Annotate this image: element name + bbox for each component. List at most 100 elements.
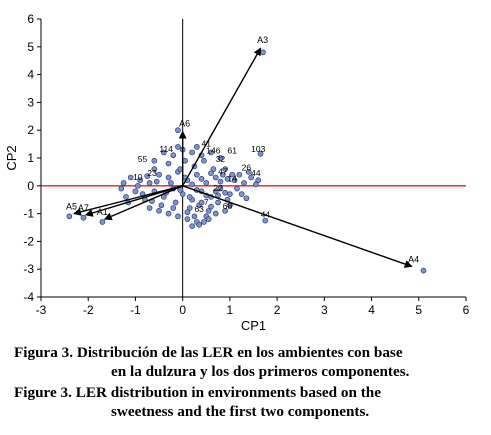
y-tick-label: 4 <box>27 68 34 82</box>
data-point <box>158 202 165 209</box>
data-point <box>243 195 250 202</box>
x-tick-label: 0 <box>179 303 186 317</box>
point-label: 41 <box>202 139 212 149</box>
data-point <box>153 178 160 185</box>
x-tick-label: 5 <box>415 303 422 317</box>
data-point <box>420 267 427 274</box>
y-tick-label: -3 <box>23 262 34 276</box>
data-point <box>215 199 221 206</box>
data-point <box>229 171 236 178</box>
vector-arrow-a7 <box>84 185 183 217</box>
vector-arrow-a3 <box>182 47 262 187</box>
data-point <box>198 199 205 206</box>
y-tick-label: 2 <box>27 123 34 137</box>
x-tick-label: 4 <box>368 303 375 317</box>
x-tick-label: 2 <box>274 303 281 317</box>
point-label: 44 <box>251 168 261 178</box>
data-point <box>196 221 203 228</box>
point-label: 22 <box>213 183 223 193</box>
y-tick-label: 1 <box>27 151 34 165</box>
vector-label-a4: A4 <box>408 254 419 264</box>
data-point <box>208 170 214 177</box>
point-label: 26 <box>242 162 252 172</box>
data-point <box>234 185 240 192</box>
data-point <box>231 177 238 184</box>
point-label: 47 <box>218 166 228 176</box>
x-tick-label: -3 <box>36 303 47 317</box>
point-label: 7 <box>204 197 209 207</box>
data-point <box>248 174 254 181</box>
data-point <box>219 171 226 178</box>
data-point <box>123 194 129 200</box>
data-point <box>184 209 191 216</box>
data-point <box>80 214 87 221</box>
caption-english-lead: Figure 3. <box>14 384 72 401</box>
caption-spanish-line2: en la dulzura y los dos primeros compone… <box>111 363 410 380</box>
data-point <box>253 181 259 188</box>
data-point <box>236 171 243 178</box>
point-label: 146 <box>206 146 220 156</box>
data-point <box>260 49 266 56</box>
data-point <box>99 219 106 225</box>
data-point <box>175 144 181 150</box>
data-point <box>160 149 167 156</box>
data-point <box>170 152 177 159</box>
data-point <box>193 144 200 150</box>
data-point <box>144 173 151 179</box>
data-point <box>222 189 229 196</box>
figure-captions: Figura 3. Distribución de las LER en los… <box>14 343 480 423</box>
point-label: 68 <box>223 201 233 211</box>
data-point <box>245 169 252 175</box>
data-point <box>118 185 125 192</box>
data-point <box>222 166 229 172</box>
data-point <box>151 166 158 172</box>
x-tick-label: -2 <box>83 303 94 317</box>
y-axis-title: CP2 <box>4 145 19 170</box>
caption-english: Figure 3. LER distribution in environmen… <box>14 383 480 421</box>
data-point <box>205 216 212 223</box>
data-point <box>208 149 214 156</box>
data-point <box>134 182 141 189</box>
data-point <box>203 180 210 186</box>
data-point <box>201 219 207 225</box>
data-point <box>224 176 231 182</box>
point-label: 23 <box>147 168 157 178</box>
data-point <box>175 213 181 220</box>
data-point <box>186 194 193 200</box>
data-point <box>212 174 219 181</box>
data-point <box>156 171 162 178</box>
data-point <box>151 157 158 164</box>
data-point <box>189 223 195 229</box>
data-point <box>238 191 245 197</box>
data-point <box>189 149 195 156</box>
data-point <box>189 181 195 188</box>
data-point <box>212 210 219 217</box>
point-label: 63 <box>194 204 204 214</box>
caption-spanish: Figura 3. Distribución de las LER en los… <box>14 343 480 381</box>
data-point <box>217 185 224 192</box>
data-point <box>208 203 214 210</box>
data-point <box>198 176 205 182</box>
vector-label-a5: A5 <box>66 202 77 212</box>
y-tick-label: 6 <box>27 12 34 26</box>
data-point <box>241 180 247 186</box>
data-point <box>191 213 198 220</box>
point-label: 32 <box>216 154 226 164</box>
data-point <box>165 210 172 217</box>
x-axis-title: CP1 <box>241 318 266 333</box>
data-point <box>255 177 262 184</box>
data-point <box>165 160 172 167</box>
data-point <box>210 166 217 172</box>
point-label: 114 <box>159 144 173 154</box>
data-point <box>146 180 153 186</box>
vector-label-a1: A1 <box>97 207 108 217</box>
data-point <box>184 216 191 223</box>
vector-label-a7: A7 <box>78 203 89 213</box>
x-tick-label: 6 <box>463 303 470 317</box>
y-tick-label: -2 <box>23 234 34 248</box>
vector-label-a6: A6 <box>179 119 190 129</box>
x-tick-label: -1 <box>130 303 141 317</box>
data-point <box>227 191 233 197</box>
